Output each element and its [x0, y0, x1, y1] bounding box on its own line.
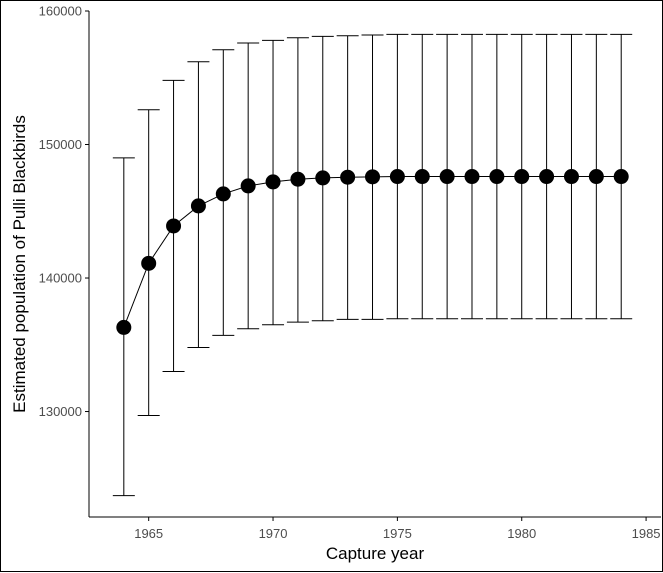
- data-point: [190, 198, 206, 214]
- data-point: [489, 169, 505, 185]
- data-point: [365, 169, 381, 185]
- data-point: [315, 170, 331, 186]
- y-tick-label: 130000: [39, 404, 82, 419]
- y-tick-label: 140000: [39, 271, 82, 286]
- data-point: [290, 171, 306, 187]
- x-tick-label: 1970: [259, 526, 288, 541]
- data-point: [215, 186, 231, 202]
- data-point: [563, 169, 579, 185]
- data-point: [141, 255, 157, 271]
- data-point: [414, 169, 430, 185]
- data-point: [539, 169, 555, 185]
- data-point: [265, 174, 281, 190]
- y-tick-label: 160000: [39, 4, 82, 19]
- error-bars: [112, 33, 633, 497]
- data-point: [389, 169, 405, 185]
- x-tick-label: 1980: [507, 526, 536, 541]
- x-tick-label: 1965: [134, 526, 163, 541]
- data-point: [588, 169, 604, 185]
- y-tick-label: 150000: [39, 137, 82, 152]
- data-point: [166, 218, 182, 234]
- data-point: [240, 178, 256, 194]
- y-axis-title: Estimated population of Pulli Blackbirds: [10, 115, 29, 413]
- data-point: [514, 169, 530, 185]
- axes: [85, 10, 661, 521]
- data-points: [116, 169, 629, 335]
- data-point: [116, 319, 132, 335]
- data-point: [464, 169, 480, 185]
- tick-labels: 130000 140000 150000 160000 1965 1970 1975 1980…: [39, 4, 661, 542]
- x-axis-title: Capture year: [326, 544, 425, 563]
- data-point: [439, 169, 455, 185]
- data-point: [613, 169, 629, 185]
- x-tick-label: 1985: [632, 526, 661, 541]
- x-tick-label: 1975: [383, 526, 412, 541]
- data-point: [340, 169, 356, 185]
